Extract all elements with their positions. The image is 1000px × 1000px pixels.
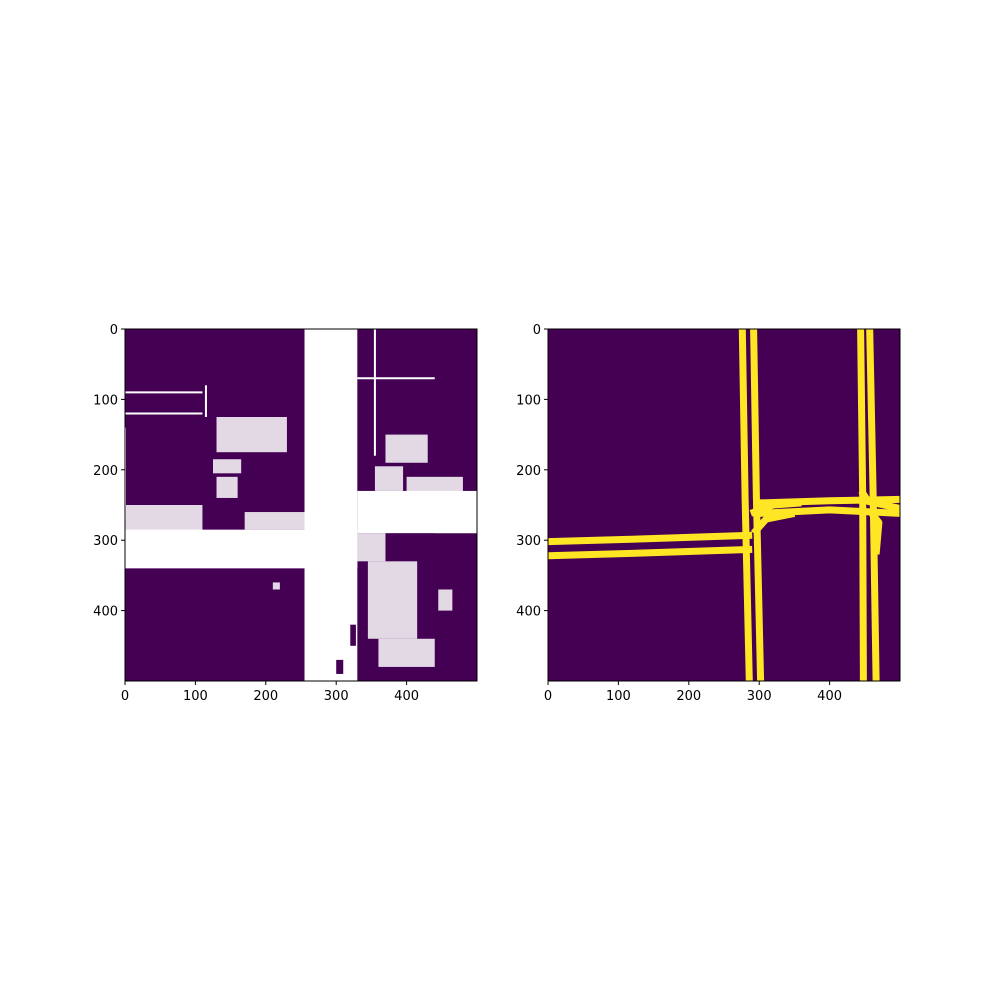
- left-mask-patch: [216, 417, 287, 453]
- left-y-tick-label: 100: [93, 393, 118, 408]
- left-x-tick-label: 200: [253, 689, 278, 704]
- lane-horizontal-lane-left-b: [548, 545, 753, 560]
- left-x-tick-label: 100: [183, 689, 208, 704]
- right-y-tick-label: 200: [516, 464, 541, 479]
- left-mask-hole: [350, 624, 356, 646]
- right-y-tick-label: 300: [516, 534, 541, 549]
- left-panel: 0 100 200 300 400 0 100 200 300 400: [93, 323, 478, 704]
- lane-connector-right-b: [869, 511, 883, 555]
- left-mask-patch: [125, 505, 203, 534]
- right-axes-frame: [547, 328, 901, 682]
- left-mask-patch: [357, 533, 386, 562]
- left-mask-patch: [244, 512, 309, 530]
- left-y-tick-label: 200: [93, 464, 118, 479]
- right-x-tick-label: 100: [606, 689, 631, 704]
- left-mask-patch: [272, 582, 280, 590]
- left-mask-patch: [378, 638, 435, 667]
- left-mask-patch: [213, 459, 242, 474]
- left-x-tick-label: 400: [394, 689, 419, 704]
- left-axes-frame: [124, 328, 478, 682]
- left-mask-patch: [374, 466, 404, 491]
- left-mask-patch: [385, 434, 428, 463]
- right-y-tick-label: 100: [516, 393, 541, 408]
- right-y-tick-label: 0: [533, 323, 541, 338]
- lane-vertical-lane-1b: [750, 329, 765, 681]
- left-mask-hole: [336, 659, 344, 674]
- right-panel: 0 100 200 300 400 0 100 200 300 400: [516, 323, 901, 704]
- right-background: [548, 329, 900, 681]
- left-mask-patch: [434, 512, 477, 534]
- left-y-axis: 0 100 200 300 400: [93, 323, 125, 620]
- lane-vertical-lane-1a: [738, 329, 753, 681]
- right-x-axis: 0 100 200 300 400: [544, 681, 842, 704]
- lane-connector-right-a: [858, 488, 900, 512]
- right-y-axis: 0 100 200 300 400: [516, 323, 548, 620]
- right-x-tick-label: 200: [676, 689, 701, 704]
- right-x-tick-label: 400: [817, 689, 842, 704]
- left-mask-main-vertical-road: [304, 329, 358, 681]
- left-x-axis: 0 100 200 300 400: [121, 681, 419, 704]
- left-mask-patch: [406, 476, 463, 502]
- left-mask-patch: [216, 476, 238, 498]
- right-image-lanes: [548, 329, 900, 681]
- left-y-tick-label: 0: [110, 323, 118, 338]
- left-mask-patch: [367, 561, 418, 639]
- left-x-tick-label: 0: [121, 689, 129, 704]
- right-x-tick-label: 300: [747, 689, 772, 704]
- left-x-tick-label: 300: [324, 689, 349, 704]
- lane-horizontal-lane-left-a: [548, 531, 753, 546]
- lane-connector-upper: [749, 499, 802, 517]
- left-mask-hole: [364, 666, 372, 678]
- left-y-tick-label: 400: [93, 605, 118, 620]
- right-x-tick-label: 0: [544, 689, 552, 704]
- lane-connector-lower: [750, 509, 796, 536]
- left-mask-left-horizontal-road: [125, 529, 358, 569]
- right-y-tick-label: 400: [516, 605, 541, 620]
- left-image-mask: [125, 329, 477, 681]
- left-y-tick-label: 300: [93, 534, 118, 549]
- left-mask-patch: [438, 589, 453, 611]
- lane-vertical-lane-2a: [857, 329, 867, 681]
